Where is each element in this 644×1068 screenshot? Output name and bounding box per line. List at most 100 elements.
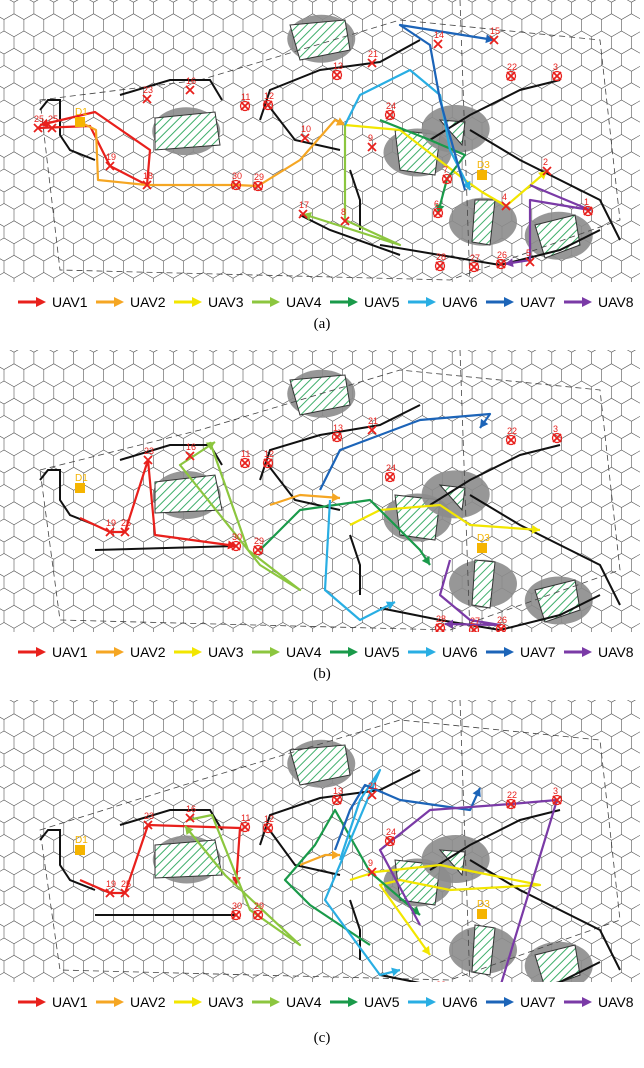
waypoint-label: 24 [386, 101, 396, 111]
uav6-route [323, 499, 396, 622]
waypoint-label: 11 [241, 449, 250, 459]
depot-label: D1 [75, 473, 88, 484]
waypoint-marker [432, 207, 444, 219]
waypoint-marker [384, 471, 396, 483]
waypoint-label: 23 [144, 446, 154, 456]
waypoint-x-icon [340, 216, 350, 226]
road-network [39, 404, 621, 632]
uav2-route [269, 493, 341, 507]
waypoint-label: 13 [333, 61, 343, 71]
waypoint-label: 29 [254, 536, 264, 546]
waypoint-marker [495, 623, 507, 632]
waypoint-label: 13 [333, 423, 343, 433]
waypoint-marker [434, 260, 446, 272]
dashed-boundary [39, 19, 621, 281]
waypoint-label: 25 [34, 114, 44, 124]
waypoint-label: 17 [299, 200, 309, 210]
waypoint-x-icon [525, 257, 535, 267]
legend-item-uav7: UAV7 [486, 644, 556, 660]
uav8-route [438, 559, 502, 627]
waypoint-label: 15 [490, 26, 500, 36]
road [259, 404, 421, 481]
dashed-line [459, 700, 471, 982]
waypoint-x-icon [142, 180, 152, 190]
waypoint-marker [252, 180, 264, 192]
legend-arrow-icon [348, 647, 358, 657]
obstacle-building [534, 944, 581, 982]
waypoint-x-icon [435, 623, 445, 632]
waypoint-x-icon [506, 799, 516, 809]
uav3-route [344, 123, 548, 208]
waypoint-x-icon [367, 867, 377, 877]
depots: D1 D3 [75, 107, 490, 180]
obstacle-building [289, 744, 351, 786]
depots: D1 D3 [75, 473, 490, 553]
legend-label: UAV2 [130, 994, 166, 1010]
uav7-arrowhead [480, 418, 489, 428]
legend-label: UAV4 [286, 994, 322, 1010]
waypoint-x-icon [489, 35, 499, 45]
waypoint-label: 30 [232, 171, 242, 181]
waypoint-marker [505, 70, 517, 82]
waypoint-label: 23 [143, 85, 153, 95]
waypoint-marker [582, 205, 594, 217]
waypoint-x-icon [33, 123, 43, 133]
waypoint-label: 28 [436, 614, 446, 624]
waypoint-label: 16 [186, 804, 196, 814]
obstacle-building [534, 214, 581, 259]
waypoint-label: 19 [106, 879, 116, 889]
uav8-arrowhead [505, 258, 514, 268]
legend-item-uav4: UAV4 [252, 294, 322, 310]
waypoint-label: 27 [470, 253, 480, 263]
road [469, 129, 621, 241]
waypoint-label: 9 [368, 133, 373, 143]
waypoint-marker [230, 179, 242, 191]
legend-arrow-icon [192, 297, 202, 307]
legend-arrow-icon [426, 647, 436, 657]
waypoint-label: 26 [497, 615, 507, 625]
depots: D1 D3 [75, 835, 490, 919]
waypoint-x-icon [120, 888, 130, 898]
waypoint-label: 16 [186, 76, 196, 86]
legend-item-uav3: UAV3 [174, 994, 244, 1010]
uav3-arrowhead [531, 524, 540, 534]
uav1-arrowhead [40, 118, 49, 128]
legend-arrow-icon [36, 997, 46, 1007]
waypoint-label: 22 [507, 790, 517, 800]
waypoint-label: 8 [341, 207, 346, 217]
depot-label: D3 [477, 160, 490, 171]
waypoint-label: 3 [553, 786, 558, 796]
waypoint-x-icon [231, 541, 241, 551]
waypoint-x-icon [143, 820, 153, 830]
waypoint-marker [252, 909, 264, 921]
waypoint-x-icon [143, 455, 153, 465]
waypoint-label: 25 [121, 879, 131, 889]
waypoint-label: 19 [106, 152, 116, 162]
waypoint-x-icon [185, 451, 195, 461]
legend-arrow-icon [582, 297, 592, 307]
waypoint-x-icon [506, 435, 516, 445]
uav3-arrowhead [421, 945, 430, 955]
depot-label: D1 [75, 107, 88, 118]
uav4-arrowhead [303, 212, 312, 221]
waypoints: 23 16 11 12 13 21 22 3 24 9 19 25 30 29 28 27 26 [105, 781, 563, 982]
waypoint-x-icon [552, 433, 562, 443]
waypoint-x-icon [506, 71, 516, 81]
waypoint-marker [331, 431, 343, 443]
legend-label: UAV3 [208, 294, 244, 310]
waypoint-marker [230, 909, 242, 921]
depot-label: D3 [477, 533, 490, 544]
panel-a: D1 D3 25 23 16 11 12 13 21 15 14 22 3 24 10 9 19 25 18 30 29… [0, 0, 644, 340]
legend-arrow-icon [270, 297, 280, 307]
uav2-arrowhead [332, 850, 340, 860]
waypoint-label: 2 [543, 157, 548, 167]
waypoint-marker [262, 99, 274, 111]
panel-c: D1 D3 23 16 11 12 13 21 22 3 24 9 19 25 30 29 28 27 26 UAV… [0, 700, 644, 1060]
uav5-route [259, 498, 431, 566]
waypoint-x-icon [231, 910, 241, 920]
caption-b: (b) [313, 666, 331, 682]
waypoints: 23 16 11 12 13 21 22 3 24 19 25 30 29 28 27 26 [105, 416, 563, 632]
waypoint-label: 22 [507, 426, 517, 436]
legend-label: UAV8 [598, 644, 634, 660]
